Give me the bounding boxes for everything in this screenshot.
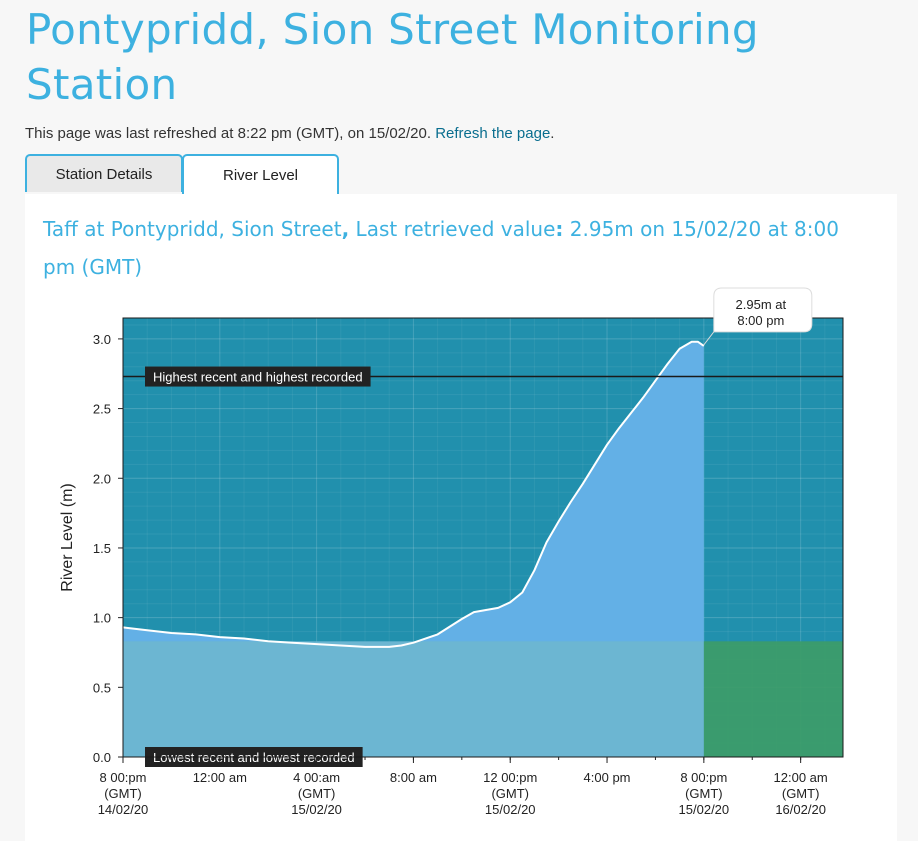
- tooltip-bubble: [703, 287, 813, 346]
- tooltip-time: 8:00 pm: [737, 313, 784, 328]
- heading-label: Last retrieved value: [349, 217, 556, 241]
- x-tick-label: 8 00:pm: [100, 770, 147, 785]
- y-tick-label: 2.0: [93, 471, 111, 486]
- x-tick-label: 12:00 am: [774, 770, 828, 785]
- page-title: Pontypridd, Sion Street Monitoring Stati…: [26, 5, 759, 109]
- forecast-band: [703, 641, 843, 757]
- tab-label: River Level: [222, 167, 299, 184]
- panel-heading: Taff at Pontypridd, Sion Street, Last re…: [43, 210, 873, 286]
- refresh-suffix: .: [550, 125, 555, 142]
- y-axis: 0.0 0.5 1.0 1.5 2.0 2.5 3.0 River Level (m): [59, 332, 123, 765]
- heading-station: Taff at Pontypridd, Sion Street: [43, 217, 342, 241]
- normal-range-band: [123, 641, 704, 757]
- x-tick-label: 16/02/20: [775, 802, 826, 817]
- annotation-label: Highest recent and highest recorded: [153, 370, 363, 385]
- y-tick-label: 0.5: [93, 680, 111, 695]
- y-axis-label: River Level (m): [59, 483, 76, 591]
- x-tick-label: 15/02/20: [485, 802, 536, 817]
- x-tick-label: (GMT): [298, 786, 336, 801]
- value-tooltip: 2.95m at8:00 pm: [703, 287, 813, 346]
- y-tick-label: 1.5: [93, 541, 111, 556]
- heading-colon: :: [555, 217, 564, 241]
- tab-label: Station Details: [55, 165, 153, 183]
- x-tick-label: 8 00:pm: [680, 770, 727, 785]
- x-tick-label: 4:00 pm: [584, 770, 631, 785]
- refresh-text: This page was last refreshed at 8:22 pm …: [25, 125, 432, 142]
- y-tick-label: 1.0: [93, 611, 111, 626]
- heading-separator: ,: [341, 217, 350, 241]
- refresh-link[interactable]: Refresh the page: [435, 125, 551, 142]
- x-tick-label: 8:00 am: [390, 770, 437, 785]
- level-line: [122, 340, 705, 648]
- x-tick-label: (GMT): [491, 786, 529, 801]
- x-tick-label: 15/02/20: [291, 802, 342, 817]
- x-tick-label: 4 00:am: [293, 770, 340, 785]
- y-tick-label: 2.5: [93, 402, 111, 417]
- x-tick-label: 14/02/20: [98, 802, 149, 817]
- annotation-box: [145, 366, 371, 387]
- x-tick-label: 15/02/20: [679, 802, 730, 817]
- plot-frame: [122, 317, 844, 758]
- tab-station-details[interactable]: Station Details: [25, 154, 183, 192]
- x-tick-label: (GMT): [104, 786, 142, 801]
- x-tick-label: (GMT): [782, 786, 820, 801]
- y-tick-label: 0.0: [93, 750, 111, 765]
- highest-recorded-annotation: Highest recent and highest recorded: [145, 366, 371, 387]
- heading-value: 2.95m on 15/02/20 at 8:00 pm (GMT): [43, 217, 839, 279]
- refresh-notice: This page was last refreshed at 8:22 pm …: [25, 125, 554, 142]
- x-tick-label: (GMT): [685, 786, 723, 801]
- river-level-panel: Taff at Pontypridd, Sion Street, Last re…: [25, 194, 897, 841]
- river-level-chart: Highest recent and highest recordedLowes…: [59, 287, 844, 817]
- tab-river-level[interactable]: River Level: [182, 154, 339, 195]
- x-tick-label: 12:00 am: [193, 770, 247, 785]
- x-tick-label: 12 00:pm: [483, 770, 537, 785]
- y-tick-label: 3.0: [93, 332, 111, 347]
- tooltip-value: 2.95m at: [736, 297, 787, 312]
